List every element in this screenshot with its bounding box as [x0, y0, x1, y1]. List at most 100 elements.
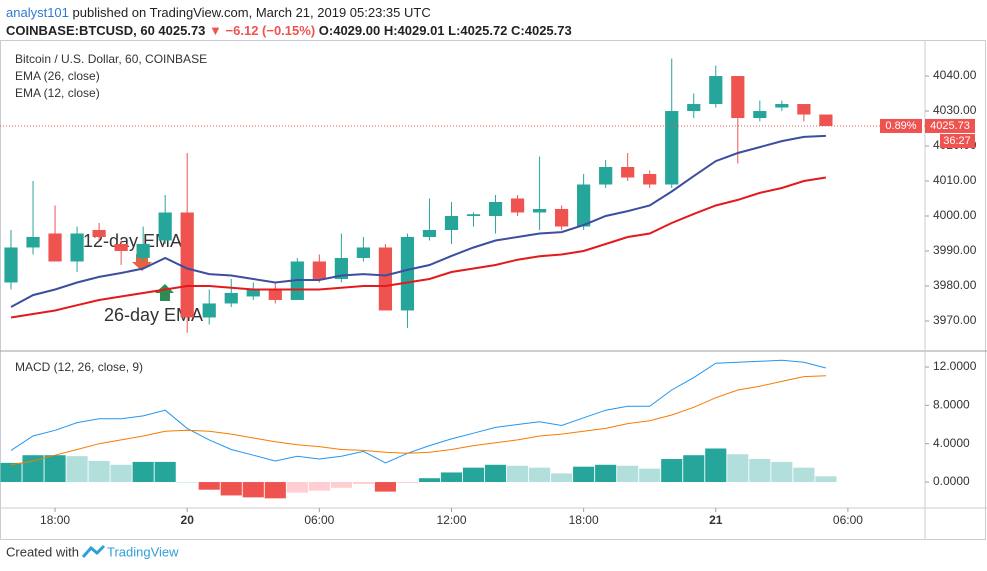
- histogram-bar: [110, 464, 132, 483]
- arrow: [155, 284, 174, 301]
- histogram-bar: [396, 482, 419, 483]
- histogram-bar: [176, 482, 198, 483]
- candle-body: [775, 104, 789, 108]
- candle-body: [466, 214, 481, 216]
- candle-body: [555, 208, 569, 227]
- histogram-bar: [242, 482, 264, 498]
- histogram-bar: [551, 473, 573, 483]
- candle-body: [643, 174, 657, 185]
- candle-body: [312, 261, 326, 279]
- footer-brand: TradingView: [107, 544, 179, 559]
- y-tick-label: 4010.00: [933, 173, 977, 187]
- y-tick-label: 4000.00: [933, 208, 977, 222]
- histogram-bar: [286, 482, 308, 493]
- candle-body: [4, 247, 18, 283]
- candle-body: [180, 212, 194, 318]
- candle-body: [26, 236, 40, 248]
- candle-body: [70, 233, 84, 262]
- candle-body: [356, 247, 370, 258]
- pane-title: Bitcoin / U.S. Dollar, 60, COINBASE: [15, 52, 207, 66]
- header: analyst101 published on TradingView.com,…: [6, 4, 572, 40]
- macd-line: [10, 375, 826, 466]
- candle-body: [378, 247, 393, 311]
- countdown: 36:27: [943, 135, 971, 147]
- pane-title: MACD (12, 26, close, 9): [15, 360, 143, 374]
- histogram-bar: [617, 465, 639, 483]
- histogram-bar: [198, 482, 220, 490]
- x-tick-label: 06:00: [304, 513, 334, 527]
- histogram-bar: [264, 482, 286, 499]
- histogram-bar: [132, 461, 154, 483]
- symbol: COINBASE:BTCUSD, 60: [6, 23, 155, 38]
- candle-body: [687, 104, 701, 112]
- x-tick-label: 12:00: [436, 513, 466, 527]
- candle-body: [136, 243, 150, 258]
- x-tick-label: 18:00: [40, 513, 70, 527]
- legend-entry: EMA (12, close): [15, 86, 100, 100]
- histogram-bar: [462, 467, 485, 483]
- histogram-bar: [88, 460, 110, 483]
- histogram-bar: [330, 482, 352, 488]
- histogram-bar: [639, 468, 661, 483]
- y-tick-label: 3990.00: [933, 243, 977, 257]
- candle-body: [400, 236, 415, 311]
- histogram-bar: [661, 459, 683, 483]
- candle-body: [665, 111, 679, 185]
- legend-entry: EMA (26, close): [15, 69, 100, 83]
- candle-body: [268, 289, 282, 300]
- y-tick-label: 4.0000: [933, 436, 970, 450]
- author: analyst101: [6, 5, 69, 20]
- price-box: [925, 118, 975, 133]
- histogram-bar: [374, 482, 396, 492]
- logo: [81, 544, 106, 558]
- frame: [0, 40, 986, 540]
- candle-body: [224, 292, 238, 304]
- y-tick-label: 3980.00: [933, 278, 977, 292]
- macd-line: [10, 359, 827, 464]
- arrow: [132, 254, 152, 271]
- candle-body: [92, 229, 106, 237]
- candle-body: [488, 201, 503, 216]
- histogram-bar: [418, 478, 441, 483]
- candle-body: [797, 104, 811, 115]
- histogram-bar: [595, 464, 617, 483]
- y-tick-label: 4040.00: [933, 68, 977, 82]
- histogram-bar: [683, 455, 705, 483]
- histogram-bar: [771, 461, 793, 483]
- histogram-bar: [815, 476, 837, 483]
- histogram-bar: [573, 466, 595, 483]
- x-tick-label: 18:00: [569, 513, 599, 527]
- ema-line: [10, 176, 827, 319]
- candle-body: [334, 257, 348, 279]
- candle-body: [532, 208, 547, 213]
- y-tick-label: 8.0000: [933, 398, 970, 412]
- histogram-bar: [44, 455, 66, 483]
- histogram-bar: [0, 462, 22, 483]
- change: ▼ −6.12 (−0.15%): [209, 23, 316, 38]
- candle-body: [422, 229, 437, 237]
- footer-text: Created with: [6, 544, 79, 559]
- histogram-bar: [793, 467, 815, 483]
- y-tick-label: 3970.00: [933, 313, 977, 327]
- last-price: 4025.73: [930, 120, 970, 132]
- published: published on TradingView.com, March 21, …: [72, 5, 431, 20]
- publish-line: analyst101 published on TradingView.com,…: [6, 4, 572, 22]
- candle-body: [202, 303, 216, 318]
- last-change: 0.89%: [885, 120, 916, 132]
- annotation: 12-day EMA: [83, 231, 182, 251]
- candle-body: [599, 167, 613, 185]
- x-tick-label: 06:00: [833, 513, 863, 527]
- histogram-bar: [727, 454, 749, 483]
- y-tick-label: 12.0000: [933, 359, 977, 373]
- candle-body: [621, 167, 635, 178]
- histogram-bar: [154, 461, 176, 483]
- candle-body: [48, 233, 62, 262]
- histogram-bar: [506, 465, 529, 483]
- candle-body: [731, 76, 745, 119]
- histogram-bar: [440, 472, 463, 483]
- x-tick-label: 20: [181, 513, 195, 527]
- x-tick-label: 21: [709, 513, 723, 527]
- price: 4025.73: [158, 23, 206, 38]
- ema-line: [10, 134, 826, 308]
